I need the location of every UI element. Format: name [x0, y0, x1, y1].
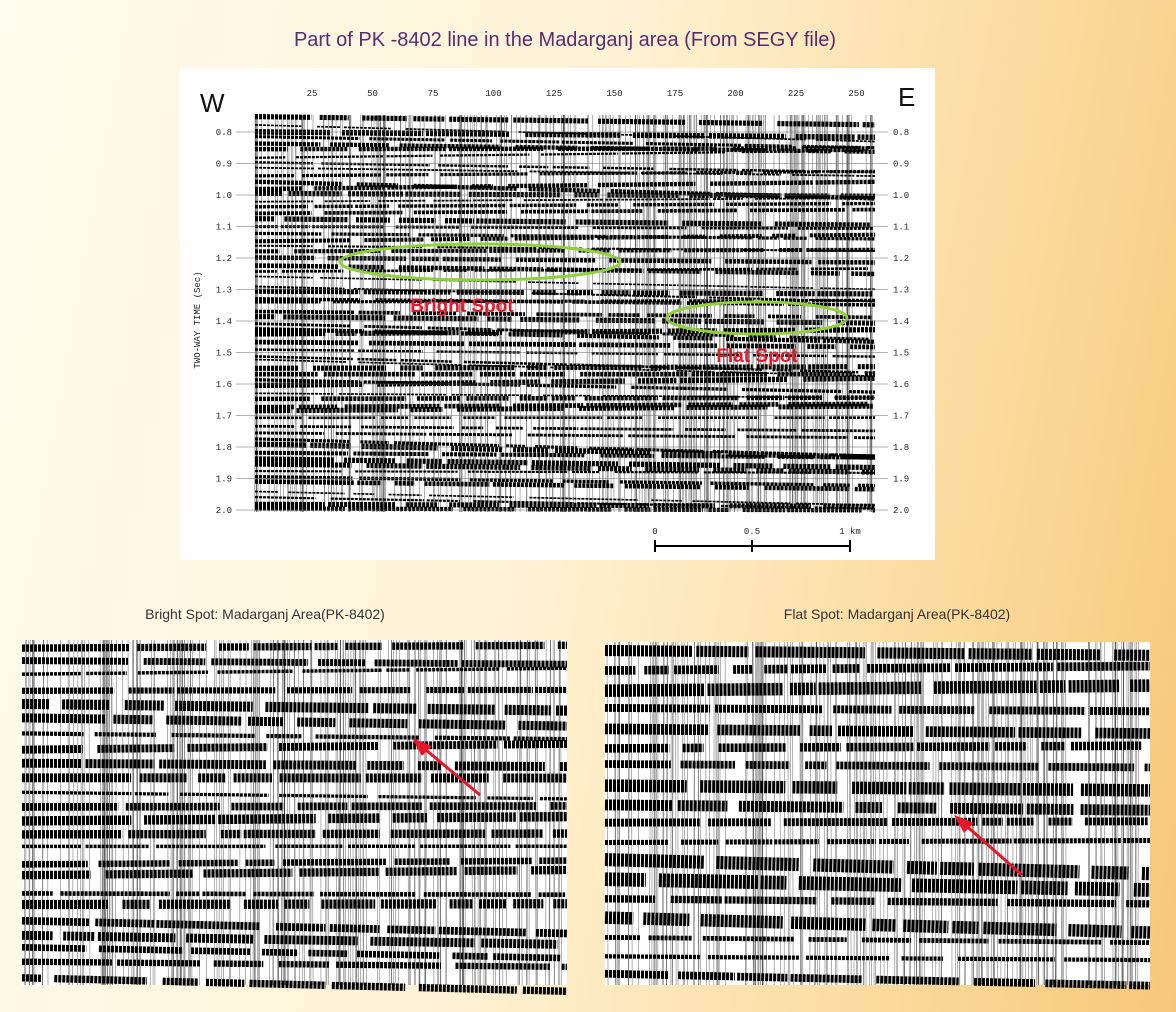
time-label-right: 1.5: [893, 349, 909, 359]
reflector: [22, 704, 567, 711]
time-label-left: 1.1: [216, 223, 232, 233]
panel-caption: Bright Spot: Madarganj Area(PK-8402): [145, 606, 385, 622]
time-label-right: 1.1: [893, 223, 909, 233]
time-label-left: 1.8: [216, 443, 232, 453]
time-label-left: 1.0: [216, 191, 232, 201]
reflector: [605, 666, 1150, 670]
time-label-right: 1.7: [893, 412, 909, 422]
reflector: [605, 821, 1148, 822]
west-label: W: [200, 88, 225, 118]
bright-spot-label: Bright Spot: [410, 296, 514, 317]
time-label-right: 2.0: [893, 506, 909, 516]
flat-spot-label: Flat Spot: [716, 346, 798, 367]
trace-label: 175: [667, 89, 683, 99]
seismic-section: [255, 115, 875, 512]
scale-label: 1 km: [839, 527, 861, 537]
time-label-right: 1.4: [893, 317, 909, 327]
time-label-left: 1.5: [216, 349, 232, 359]
bright-spot-traces: [22, 640, 567, 991]
reflector: [255, 398, 875, 399]
trace-label: 200: [727, 89, 743, 99]
flat-spot-traces: [605, 642, 1150, 986]
trace-label: 100: [485, 89, 501, 99]
scale-label: 0: [652, 527, 657, 537]
time-label-left: 1.2: [216, 254, 232, 264]
time-label-right: 1.6: [893, 380, 909, 390]
time-label-right: 1.0: [893, 191, 909, 201]
time-label-right: 1.2: [893, 254, 909, 264]
reflector: [22, 763, 567, 766]
slide: Part of PK -8402 line in the Madarganj a…: [0, 0, 1176, 1012]
time-label-left: 1.3: [216, 286, 232, 296]
time-label-right: 1.9: [893, 475, 909, 485]
reflector: [605, 805, 1150, 810]
trace-label: 75: [428, 89, 439, 99]
time-label-right: 1.3: [893, 286, 909, 296]
panel-caption: Flat Spot: Madarganj Area(PK-8402): [784, 606, 1010, 622]
time-label-right: 0.8: [893, 128, 909, 138]
time-label-left: 0.8: [216, 128, 232, 138]
time-label-left: 1.6: [216, 380, 232, 390]
reflector: [605, 708, 1150, 711]
axis-label: TWO-WAY TIME (Sec): [193, 271, 203, 368]
trace-label: 25: [307, 89, 318, 99]
trace-label: 250: [848, 89, 864, 99]
time-label-left: 1.7: [216, 412, 232, 422]
trace-label: 225: [788, 89, 804, 99]
slide-title: Part of PK -8402 line in the Madarganj a…: [294, 29, 836, 51]
time-label-left: 1.9: [216, 475, 232, 485]
time-label-right: 1.8: [893, 443, 909, 453]
time-label-left: 0.9: [216, 160, 232, 170]
scale-label: 0.5: [744, 527, 760, 537]
time-label-left: 2.0: [216, 506, 232, 516]
trace-label: 150: [606, 89, 622, 99]
time-label-left: 1.4: [216, 317, 232, 327]
reflector: [22, 645, 567, 648]
east-label: E: [898, 82, 915, 112]
reflector: [22, 904, 567, 905]
trace-label: 125: [546, 89, 562, 99]
reflector: [22, 817, 567, 821]
time-label-right: 0.9: [893, 160, 909, 170]
trace-label: 50: [367, 89, 378, 99]
